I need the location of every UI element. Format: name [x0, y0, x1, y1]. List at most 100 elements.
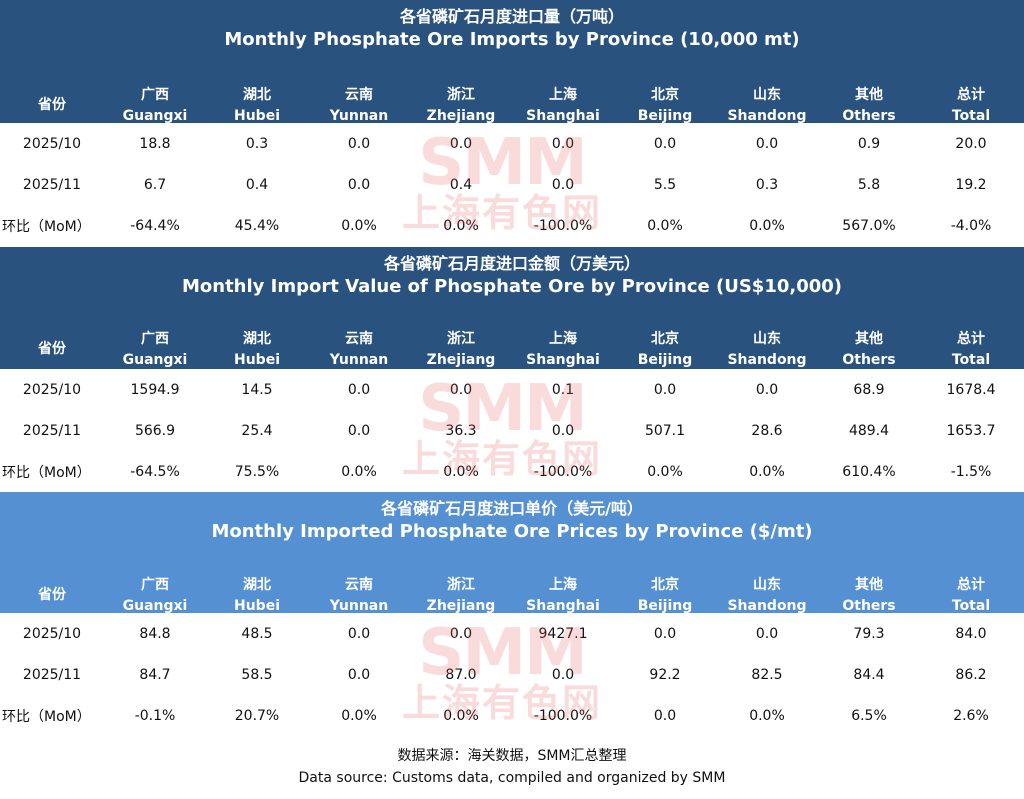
table-cell: 0.0%: [443, 217, 479, 234]
column-header-en: Zhejiang: [426, 598, 496, 614]
column-header: 广西 Guangxi: [104, 329, 206, 371]
table-cell: 0.0: [347, 625, 371, 642]
table-cell: 18.8: [139, 135, 171, 152]
column-header-en: Guangxi: [122, 598, 188, 614]
row-label: 2025/11: [22, 176, 82, 193]
table-cell: 0.0: [347, 381, 371, 398]
table-cell: 0.0: [551, 176, 575, 193]
data-source-en: Data source: Customs data, compiled and …: [298, 770, 726, 786]
table-cell: 0.0: [347, 135, 371, 152]
table-cell: 5.5: [653, 176, 677, 193]
table-cell: 0.0: [347, 422, 371, 439]
table-cell: 86.2: [955, 666, 987, 683]
table-cell: 0.0: [551, 422, 575, 439]
column-header: 省份: [0, 575, 104, 606]
table-cell: 1653.7: [946, 422, 996, 439]
table-cell: 0.0: [755, 135, 779, 152]
column-header-en: Shanghai: [526, 352, 600, 368]
table-cell: 6.5%: [851, 707, 887, 724]
column-header-en: Others: [842, 108, 896, 124]
table-cell: 58.5: [241, 666, 273, 683]
data-source: 数据来源：海关数据，SMM汇总整理 Data source: Customs da…: [0, 745, 1024, 789]
table-cell: 84.7: [139, 666, 171, 683]
column-header-cn: 省份: [38, 341, 66, 357]
column-header: 山东 Shandong: [716, 575, 818, 617]
column-header-cn: 云南: [345, 87, 373, 103]
table-cell: 0.0%: [647, 463, 683, 480]
table-cell: 0.0: [653, 381, 677, 398]
table-row: 环比（MoM） -64.5% 75.5% 0.0% 0.0% -100.0% 0.0% 0.0…: [0, 451, 1024, 492]
column-header-cn: 省份: [38, 587, 66, 603]
table-cell: 1594.9: [130, 381, 180, 398]
table-cell: 0.4: [449, 176, 473, 193]
table-cell: 610.4%: [842, 463, 896, 480]
column-header: 其他 Others: [818, 329, 920, 371]
table-title-en: Monthly Imported Phosphate Ore Prices by…: [211, 521, 813, 542]
table-title-bar: 各省磷矿石月度进口单价（美元/吨） Monthly Imported Phosph…: [0, 492, 1024, 553]
table-row: 2025/11 84.7 58.5 0.0 87.0 0.0 92.2 82.5 84.4 86.…: [0, 654, 1024, 695]
column-header-en: Guangxi: [122, 108, 188, 124]
column-header: 湖北 Hubei: [206, 329, 308, 371]
table-title-en: Monthly Phosphate Ore Imports by Provinc…: [224, 29, 800, 50]
table-cell: 0.0: [449, 625, 473, 642]
table-cell: 82.5: [751, 666, 783, 683]
table-cell: 84.8: [139, 625, 171, 642]
table-title-bar: 各省磷矿石月度进口量（万吨） Monthly Phosphate Ore Impo…: [0, 0, 1024, 63]
table-cell: -100.0%: [533, 217, 593, 234]
table-header-row: 省份 广西 Guangxi 湖北 Hubei 云南 Yunnan 浙江 Zhejiang 上海 Sh…: [0, 63, 1024, 124]
table-title-en: Monthly Import Value of Phosphate Ore by…: [181, 276, 842, 297]
table-cell: 9427.1: [538, 625, 588, 642]
column-header-cn: 总计: [957, 331, 985, 347]
table-cell: 0.0%: [341, 217, 377, 234]
table-cell: 28.6: [751, 422, 783, 439]
column-header-cn: 北京: [651, 331, 679, 347]
column-header-cn: 省份: [38, 97, 66, 113]
table-cell: 0.0: [449, 381, 473, 398]
column-header-en: Shanghai: [526, 108, 600, 124]
table-section: 各省磷矿石月度进口单价（美元/吨） Monthly Imported Phosph…: [0, 492, 1024, 736]
table-cell: 0.0: [551, 666, 575, 683]
column-header-cn: 北京: [651, 577, 679, 593]
row-label: 环比（MoM）: [2, 708, 91, 725]
table-cell: 92.2: [649, 666, 681, 683]
table-cell: 84.0: [955, 625, 987, 642]
table-cell: 0.0%: [749, 463, 785, 480]
column-header-en: Total: [951, 108, 991, 124]
table-cell: 0.0%: [749, 707, 785, 724]
column-header-en: Shandong: [727, 108, 807, 124]
table-cell: 0.0%: [647, 217, 683, 234]
column-header: 总计 Total: [920, 329, 1022, 371]
table-cell: 507.1: [644, 422, 686, 439]
data-source-cn: 数据来源：海关数据，SMM汇总整理: [397, 748, 627, 764]
column-header-cn: 浙江: [447, 87, 475, 103]
table-cell: 566.9: [134, 422, 176, 439]
column-header-cn: 其他: [855, 331, 883, 347]
table-row: 2025/10 18.8 0.3 0.0 0.0 0.0 0.0 0.0 0.9 20.0: [0, 123, 1024, 164]
column-header: 上海 Shanghai: [512, 575, 614, 617]
column-header-cn: 云南: [345, 331, 373, 347]
column-header-cn: 其他: [855, 577, 883, 593]
table-cell: 1678.4: [946, 381, 996, 398]
table-cell: 489.4: [848, 422, 890, 439]
table-cell: 0.3: [755, 176, 779, 193]
table-cell: -64.4%: [130, 217, 180, 234]
column-header: 湖北 Hubei: [206, 85, 308, 127]
row-label: 2025/10: [22, 381, 82, 398]
column-header: 山东 Shandong: [716, 329, 818, 371]
table-cell: 0.0: [347, 666, 371, 683]
table-cell: 75.5%: [234, 463, 280, 480]
table-cell: 36.3: [445, 422, 477, 439]
table-cell: 6.7: [143, 176, 167, 193]
table-cell: 0.0: [653, 707, 677, 724]
column-header: 广西 Guangxi: [104, 85, 206, 127]
table-cell: -64.5%: [130, 463, 180, 480]
column-header-cn: 上海: [549, 331, 577, 347]
table-cell: 0.0: [653, 625, 677, 642]
column-header-cn: 浙江: [447, 577, 475, 593]
column-header: 湖北 Hubei: [206, 575, 308, 617]
column-header-cn: 广西: [141, 87, 169, 103]
column-header: 省份: [0, 329, 104, 360]
column-header: 浙江 Zhejiang: [410, 575, 512, 617]
column-header: 云南 Yunnan: [308, 85, 410, 127]
column-header-cn: 山东: [753, 87, 781, 103]
